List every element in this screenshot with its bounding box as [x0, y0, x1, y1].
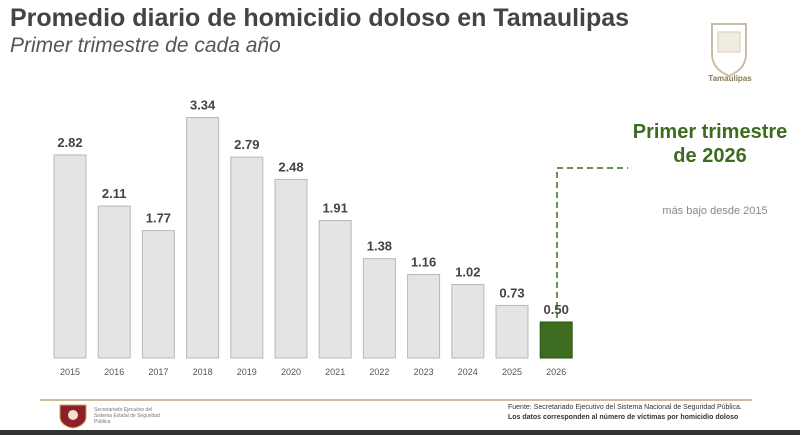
x-tick-label: 2015: [60, 367, 80, 377]
data-label: 1.91: [323, 200, 348, 215]
data-label: 2.79: [234, 137, 259, 152]
annotation-dashed-line: [556, 167, 628, 318]
page-subtitle: Primer trimestre de cada año: [10, 34, 281, 57]
bar-2018: [186, 117, 220, 359]
bar-2022: [362, 258, 396, 359]
bar-2015: [53, 154, 87, 359]
data-label: 0.73: [499, 285, 524, 300]
annotation-subtitle: más bajo desde 2015: [662, 205, 768, 217]
tamaulipas-shield-logo: [711, 23, 747, 78]
footer-divider: [40, 399, 752, 401]
x-tick-label: 2017: [148, 367, 168, 377]
x-tick-label: 2016: [104, 367, 124, 377]
x-tick-label: 2025: [502, 367, 522, 377]
bar-2020: [274, 178, 308, 359]
logo-text: Tamaulipas: [708, 74, 752, 83]
bar-2016: [97, 205, 131, 359]
bar-2017: [141, 230, 175, 359]
annotation-title: Primer trimestre de 2026: [632, 121, 788, 167]
data-label: 1.38: [367, 239, 392, 254]
page-title: Promedio diario de homicidio doloso en T…: [10, 4, 630, 32]
data-label: 0.50: [544, 302, 569, 317]
bar-2021: [318, 219, 352, 359]
x-tick-label: 2026: [546, 367, 566, 377]
bottom-bar: [0, 430, 800, 435]
footer-source: Fuente: Secretariado Ejecutivo del Siste…: [508, 404, 742, 411]
bar-2025: [495, 304, 529, 359]
data-label: 2.82: [57, 135, 82, 150]
x-tick-label: 2020: [281, 367, 301, 377]
x-tick-label: 2018: [193, 367, 213, 377]
x-tick-label: 2021: [325, 367, 345, 377]
data-label: 1.77: [146, 211, 171, 226]
x-tick-label: 2023: [414, 367, 434, 377]
footer-note: Los datos corresponden al número de víct…: [508, 414, 739, 421]
bar-2019: [230, 156, 264, 359]
x-tick-label: 2022: [369, 367, 389, 377]
data-label: 2.48: [278, 159, 303, 174]
bar-2023: [407, 273, 441, 359]
secretariado-logo: [59, 404, 87, 429]
x-tick-label: 2019: [237, 367, 257, 377]
data-label: 1.02: [455, 265, 480, 280]
data-label: 1.16: [411, 254, 436, 269]
data-label: 2.11: [102, 186, 127, 201]
x-tick-label: 2024: [458, 367, 478, 377]
data-label: 3.34: [190, 98, 216, 113]
bar-2024: [451, 284, 485, 359]
bar-2026: [539, 321, 573, 359]
footer-org: Secretariado Ejecutivo del Sistema Estat…: [94, 407, 160, 425]
